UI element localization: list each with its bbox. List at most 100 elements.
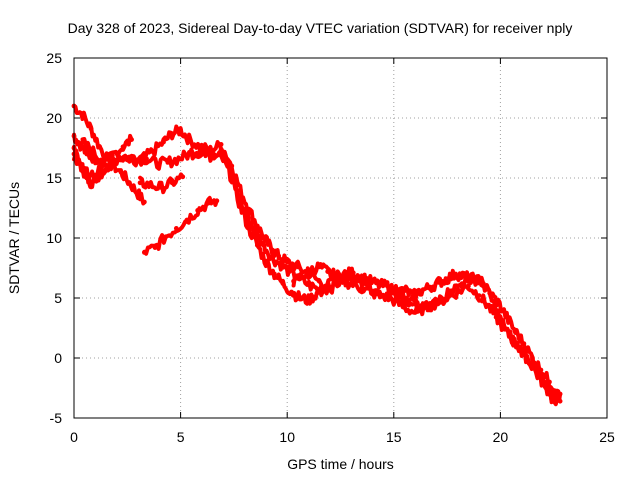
data-point: [141, 199, 147, 205]
x-tick-label: 15: [386, 429, 402, 445]
x-tick-label: 5: [177, 429, 185, 445]
data-point: [246, 226, 252, 231]
data-point: [154, 161, 160, 167]
data-point: [314, 290, 320, 296]
data-point: [163, 234, 169, 240]
data-point: [547, 379, 552, 385]
series-track-f: [137, 172, 186, 195]
data-point: [80, 112, 85, 117]
data-point: [308, 268, 314, 273]
x-tick-label: 25: [599, 429, 615, 445]
data-point: [135, 191, 141, 197]
data-point: [295, 264, 301, 270]
data-point: [453, 271, 459, 277]
axes: 0 5 10 15 20 25 -5 0 5 10 15 20 25: [46, 50, 615, 445]
data-point: [342, 271, 348, 277]
data-point: [485, 302, 491, 308]
data-point: [359, 286, 365, 291]
series-track-h: [188, 147, 563, 402]
data-point: [512, 329, 518, 334]
data-point: [188, 151, 194, 157]
data-point: [466, 283, 471, 289]
series-line: [189, 147, 563, 402]
data-point: [540, 382, 546, 387]
data-point: [521, 341, 527, 346]
data-point: [280, 281, 286, 286]
data-point: [284, 259, 290, 265]
data-point: [269, 247, 275, 253]
data-point: [316, 278, 322, 284]
data-point: [323, 283, 328, 289]
series-line: [72, 153, 115, 190]
data-point: [254, 242, 260, 248]
data-point: [159, 185, 164, 191]
data-point: [427, 284, 433, 290]
y-axis-label: SDTVAR / TECUs: [6, 181, 22, 295]
data-point: [80, 139, 85, 145]
data-point: [308, 283, 314, 289]
chart-title: Day 328 of 2023, Sidereal Day-to-day VTE…: [67, 20, 573, 36]
data-point: [278, 262, 284, 267]
data-point: [506, 331, 512, 337]
data-point: [402, 287, 407, 292]
data-point: [229, 175, 235, 181]
data-point: [101, 161, 107, 167]
data-point: [306, 298, 311, 303]
data-point: [199, 149, 205, 155]
data-point: [180, 174, 186, 180]
data-point: [380, 293, 386, 298]
data-point: [419, 288, 424, 294]
data-point: [88, 126, 94, 132]
data-point: [269, 256, 275, 261]
data-point: [504, 314, 510, 320]
data-point: [410, 293, 416, 298]
data-point: [161, 139, 166, 145]
data-point: [532, 365, 537, 370]
data-point: [237, 204, 243, 210]
data-point: [214, 198, 220, 204]
data-point: [480, 281, 486, 286]
data-point: [173, 226, 179, 231]
data-point: [197, 144, 203, 150]
data-point: [529, 355, 535, 361]
data-point: [195, 208, 201, 213]
y-tick-label: 25: [46, 50, 62, 66]
data-point: [316, 264, 322, 270]
data-point: [523, 353, 529, 358]
data-point: [297, 295, 303, 301]
x-tick-label: 0: [70, 429, 78, 445]
data-point: [476, 293, 482, 298]
data-point: [169, 131, 175, 137]
data-point: [329, 284, 335, 290]
data-point: [112, 157, 117, 163]
y-tick-label: 10: [46, 230, 62, 246]
data-point: [325, 269, 331, 274]
data-point: [333, 274, 339, 279]
data-point: [218, 146, 224, 152]
data-point: [515, 343, 520, 349]
data-point: [263, 259, 269, 265]
data-point: [459, 281, 465, 286]
data-point: [261, 242, 267, 248]
data-point: [137, 180, 143, 186]
data-point: [557, 398, 563, 404]
data-point: [133, 157, 139, 163]
data-point: [184, 217, 190, 223]
data-point: [538, 367, 544, 373]
data-point: [385, 283, 390, 289]
data-point: [376, 282, 382, 288]
data-point: [129, 137, 134, 143]
x-tick-label: 10: [279, 429, 295, 445]
data-point: [498, 317, 503, 322]
data-point: [218, 142, 224, 147]
data-point: [395, 293, 401, 298]
x-axis-label: GPS time / hours: [287, 456, 394, 472]
data-point: [165, 160, 171, 165]
series-line: [291, 261, 560, 397]
data-point: [127, 180, 132, 186]
data-point: [90, 149, 96, 155]
data-point: [495, 300, 501, 306]
data-point: [455, 289, 461, 295]
y-tick-label: -5: [50, 410, 63, 426]
